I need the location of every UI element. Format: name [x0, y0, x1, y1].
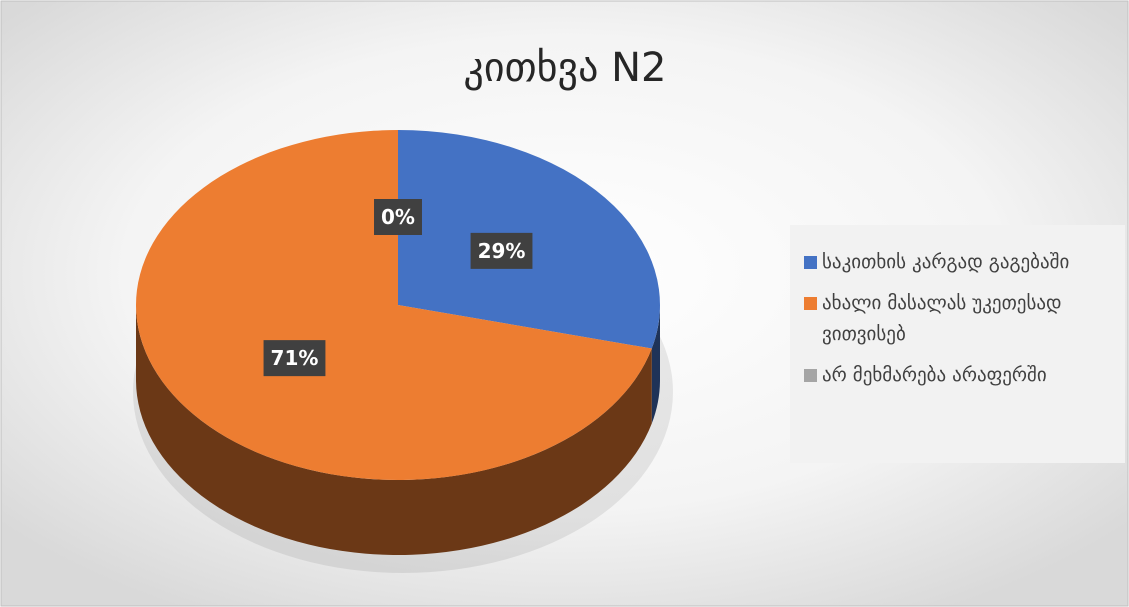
legend-item: ახალი მასალას უკეთესად ვითვისებ: [804, 288, 1115, 350]
legend-swatch: [804, 369, 817, 382]
data-label-bg: [263, 340, 326, 377]
slice-side: [651, 305, 660, 424]
legend-label: ახალი მასალას უკეთესად ვითვისებ: [822, 292, 1062, 345]
legend-swatch: [804, 297, 817, 310]
chart-title: კითხვა N2: [464, 45, 667, 91]
legend-item: არ მეხმარება არაფერში: [804, 360, 1115, 391]
data-label: 29%: [478, 239, 526, 263]
legend-label: არ მეხმარება არაფერში: [822, 364, 1047, 386]
slice-side: [136, 305, 652, 555]
legend-swatch: [804, 256, 817, 269]
slice: [135, 130, 652, 480]
legend: საკითხის კარგად გაგებაში ახალი მასალას უკ…: [790, 225, 1125, 463]
data-label: 0%: [381, 205, 415, 229]
legend-label: საკითხის კარგად გაგებაში: [822, 251, 1070, 273]
data-label: 71%: [271, 346, 319, 370]
data-label-bg: [374, 199, 422, 235]
legend-item: საკითხის კარგად გაგებაში: [804, 247, 1115, 278]
data-label-bg: [470, 232, 533, 269]
